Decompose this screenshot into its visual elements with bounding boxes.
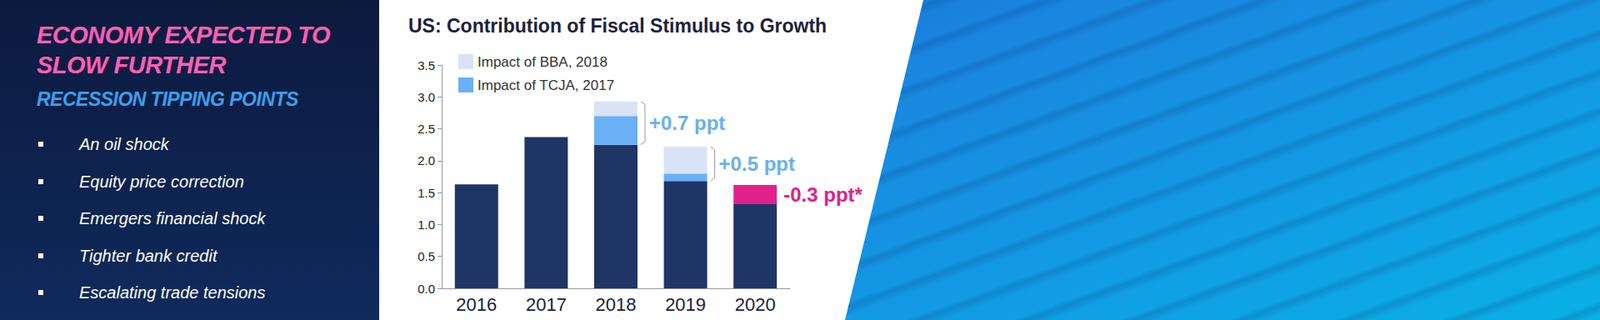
- svg-text:+0.7 ppt: +0.7 ppt: [649, 111, 725, 135]
- svg-text:US: Contribution of Fiscal Sti: US: Contribution of Fiscal Stimulus to G…: [408, 15, 827, 37]
- svg-text:Impact of TCJA, 2017: Impact of TCJA, 2017: [477, 77, 615, 94]
- svg-text:0.5: 0.5: [417, 249, 435, 264]
- svg-text:2016: 2016: [455, 294, 497, 315]
- svg-text:2.5: 2.5: [417, 121, 435, 136]
- svg-text:2020: 2020: [735, 294, 776, 315]
- html-text:RECESSION TIPPING POINTS: RECESSION TIPPING POINTS: [36, 88, 299, 110]
- html-text:Emergers financial shock: Emergers financial shock: [79, 209, 266, 228]
- svg-text:3.5: 3.5: [417, 58, 435, 73]
- html-text:ECONOMY EXPECTED TO: ECONOMY EXPECTED TO: [36, 21, 330, 49]
- svg-text:2019: 2019: [665, 294, 706, 315]
- html-text:An oil shock: An oil shock: [79, 135, 169, 154]
- svg-text:1.0: 1.0: [417, 217, 435, 232]
- html-text:SLOW FURTHER: SLOW FURTHER: [36, 51, 226, 79]
- svg-text:0.0: 0.0: [417, 281, 435, 296]
- svg-text:2017: 2017: [525, 294, 567, 315]
- svg-text:3.0: 3.0: [417, 90, 435, 105]
- html-text:Equity price correction: Equity price correction: [79, 172, 245, 191]
- svg-text:Impact of BBA, 2018: Impact of BBA, 2018: [477, 54, 608, 70]
- svg-text:-0.3 ppt*: -0.3 ppt*: [783, 183, 863, 206]
- html-text:Escalating trade tensions: Escalating trade tensions: [79, 283, 266, 302]
- svg-text:+0.5 ppt: +0.5 ppt: [719, 152, 795, 175]
- svg-text:2018: 2018: [595, 294, 637, 315]
- svg-text:1.5: 1.5: [417, 185, 435, 200]
- svg-text:2.0: 2.0: [417, 153, 435, 168]
- html-text:Tighter bank credit: Tighter bank credit: [79, 246, 218, 265]
